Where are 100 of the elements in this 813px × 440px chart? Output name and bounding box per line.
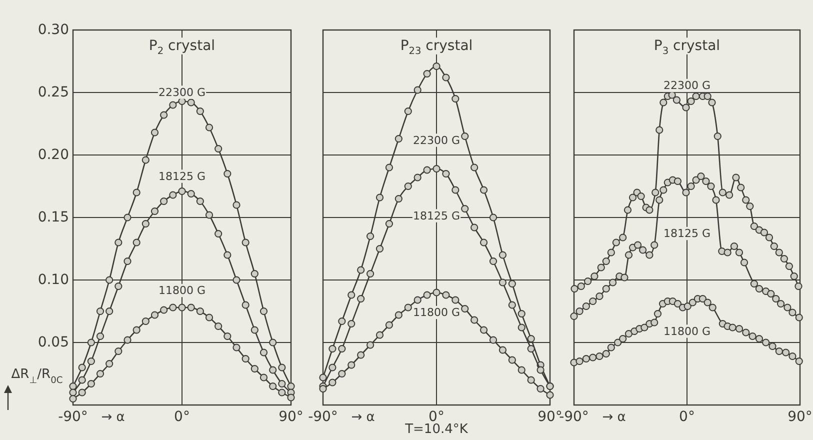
point (707, 182, 715, 190)
point (106, 307, 114, 316)
point (69, 388, 77, 396)
x-tick-label: 0° (679, 409, 695, 425)
point (728, 324, 736, 332)
point (624, 206, 632, 214)
point (260, 348, 268, 356)
point (250, 270, 258, 278)
point (712, 196, 720, 204)
point (114, 282, 122, 290)
point (795, 357, 803, 366)
point (214, 144, 222, 153)
point (480, 238, 488, 246)
point (624, 251, 633, 259)
y-tick-label: 0.05 (38, 334, 69, 350)
point (784, 304, 792, 312)
point (546, 391, 554, 399)
point (536, 384, 544, 393)
point (142, 220, 150, 228)
point (742, 196, 750, 204)
point (160, 111, 168, 119)
point (187, 98, 195, 106)
point (724, 248, 732, 256)
point (726, 191, 734, 199)
point (656, 196, 664, 204)
point (619, 334, 627, 343)
point (338, 370, 346, 378)
point (480, 186, 488, 194)
point (768, 342, 776, 350)
point (527, 334, 535, 343)
point (775, 347, 783, 356)
point (394, 194, 402, 203)
point (708, 304, 716, 312)
point (338, 344, 346, 353)
y-axis-title: ΔR$_{⊥}$/R$_{0C}$ (11, 367, 63, 386)
point (576, 307, 584, 316)
point (518, 366, 526, 374)
point (142, 317, 150, 326)
point (348, 320, 356, 328)
x-axis-title: → α (351, 410, 375, 425)
point (376, 331, 384, 339)
point (224, 170, 232, 178)
point (498, 278, 507, 286)
point (498, 251, 507, 259)
series-label: 18125 G (663, 227, 711, 240)
point (687, 182, 695, 190)
y-tick-label: 0.10 (38, 272, 69, 288)
x-tick-label: 90° (788, 409, 812, 425)
point (760, 228, 768, 236)
point (782, 348, 790, 356)
point (242, 354, 250, 363)
point (452, 186, 460, 194)
point (470, 316, 478, 324)
point (692, 92, 700, 100)
point (461, 132, 469, 140)
point (607, 248, 615, 256)
point (328, 364, 336, 372)
point (187, 304, 195, 312)
point (619, 234, 627, 242)
point (597, 264, 605, 272)
point (470, 224, 478, 232)
point (584, 277, 592, 286)
point (414, 174, 422, 182)
series-label: 18125 G (158, 170, 206, 183)
point (740, 258, 748, 266)
point (150, 128, 159, 136)
point (518, 324, 526, 332)
point (394, 134, 402, 143)
point (582, 302, 590, 310)
point (87, 357, 95, 366)
point (69, 394, 77, 403)
point (714, 132, 722, 140)
point (672, 96, 681, 104)
point (106, 360, 114, 368)
point (269, 338, 277, 346)
point (404, 182, 412, 190)
point (385, 164, 394, 172)
point (96, 307, 104, 316)
point (232, 201, 240, 209)
point (132, 238, 140, 246)
point (414, 86, 422, 94)
series-label: 22300 G (663, 79, 711, 92)
point (78, 376, 86, 384)
point (87, 380, 95, 388)
point (508, 280, 516, 288)
text: T=10.4°K (404, 422, 468, 437)
point (178, 304, 186, 312)
point (205, 211, 214, 219)
point (684, 302, 692, 310)
point (640, 324, 648, 332)
point (776, 300, 785, 308)
point (646, 251, 654, 259)
point (385, 321, 394, 329)
point (614, 338, 622, 346)
point (470, 164, 478, 172)
point (692, 176, 700, 184)
point (319, 384, 327, 393)
point (87, 338, 95, 346)
point (205, 314, 214, 322)
y-tick-label: 0.20 (38, 147, 69, 163)
